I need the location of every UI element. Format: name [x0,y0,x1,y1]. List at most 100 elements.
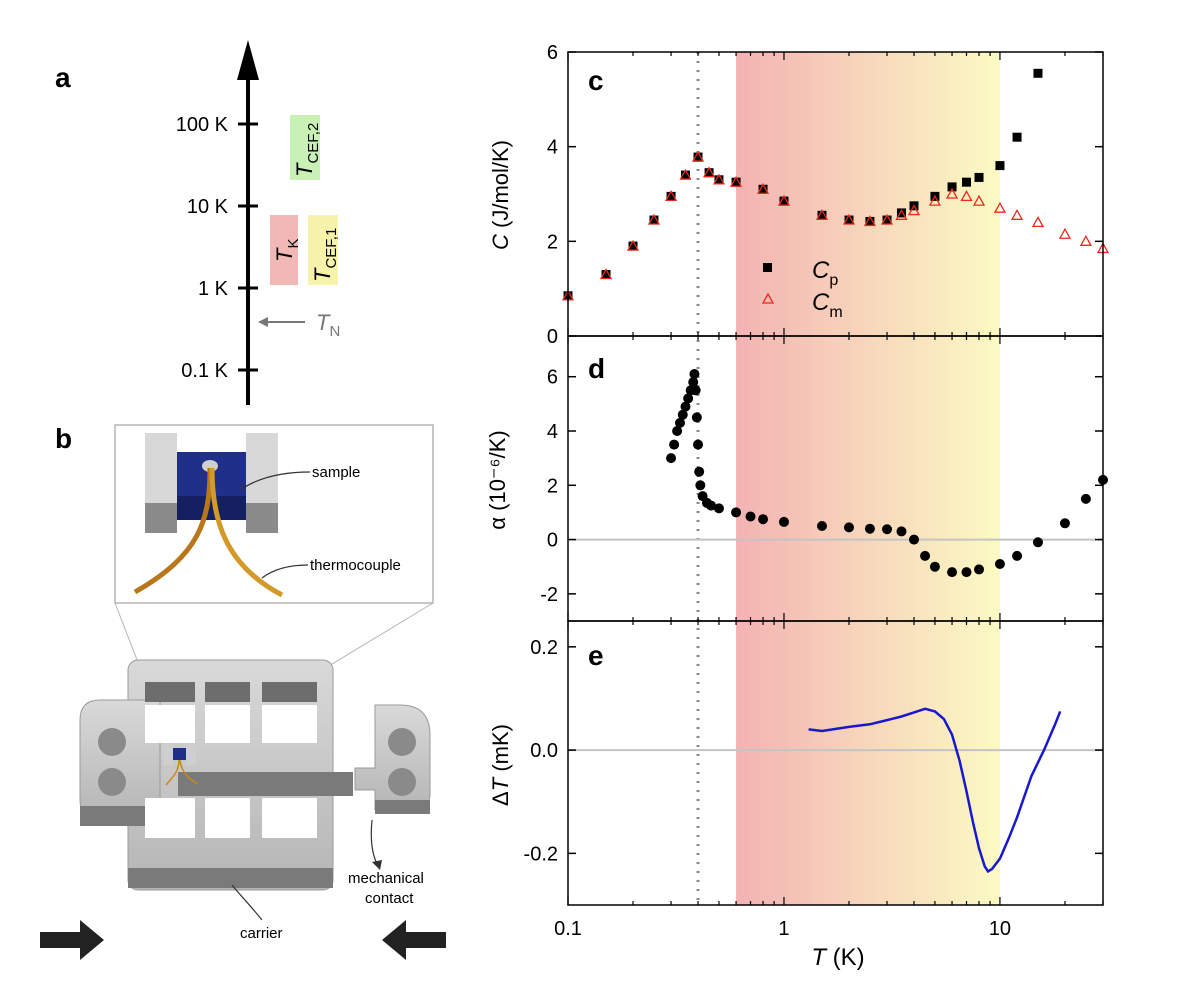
point-Cm [815,208,829,220]
ylabel-e: ΔT (mK) [488,724,513,806]
slot [178,772,353,796]
point-Cm [1031,216,1045,228]
point-Cm [842,213,856,225]
ytick-label-c: 0 [547,326,558,348]
xtick-label: 10 [989,918,1011,940]
point-alpha [688,377,699,388]
point-Cm [729,175,743,187]
holder-right-face [246,503,278,533]
point-alpha [731,507,742,518]
point-Cp [961,177,971,187]
point-Cp [666,191,676,201]
point-Cp [947,182,957,192]
series-dT-line [808,707,1062,874]
ytick-label-e: 0.0 [530,740,558,762]
thermocouple-leader [261,564,309,579]
thermocouple-wire-right [209,467,284,598]
carrier-label: carrier [240,925,283,942]
point-alpha [669,439,680,450]
point-Cp [628,241,638,251]
ytick-label-d: 0 [547,530,558,552]
point-Cp [731,177,741,187]
point-Cm [1010,208,1024,220]
contact-label-1: mechanical [348,870,424,887]
legend-cm-marker [761,292,775,304]
point-Cp [714,175,724,185]
legend-cp-label: Cp [812,257,838,289]
mini-thermocouple [165,759,199,786]
ytick-label-e: 0.2 [530,637,558,659]
scale-arrow-icon [237,40,259,80]
ylabel-c: C (J/mol/K) [488,140,513,250]
point-alpha [695,480,706,491]
tcef2-label: TCEF,2 [292,123,322,177]
mechanical-contact-piece [354,704,431,814]
point-Cm [972,194,986,206]
point-alpha [974,564,985,575]
ytick-label-d: 2 [547,475,558,497]
contact-leader-arrow-icon [372,860,382,870]
scale-label-0.1K: 0.1 K [181,360,228,382]
point-Cm [863,215,877,227]
ytick-label-d: -2 [540,584,558,606]
window-2 [205,682,250,702]
mini-holder-right [186,745,196,765]
point-alpha [817,521,828,531]
point-alpha [1032,537,1043,548]
plots-area: 0 2 4 6 -2 0 2 4 6 -0.2 0.0 0.2 0.1 1 10 c d e Cp Cm… [485,42,1110,971]
tcef2-box [290,115,320,180]
point-alpha [994,559,1005,569]
point-alpha [1012,550,1023,561]
point-alpha [896,526,907,537]
tk-label: TK [272,239,302,262]
hole-4 [388,768,416,796]
tcef1-label: TCEF,1 [310,228,340,282]
point-alpha [843,522,854,533]
window-2b [205,705,250,743]
tk-box [270,215,298,285]
point-alpha [690,385,701,396]
window-1 [145,682,195,702]
point-Cm [880,213,894,225]
panel-label-b: b [55,423,72,454]
point-alpha [677,409,688,420]
scale-label-10K: 10 K [187,196,229,218]
ytick-label-c: 6 [547,42,558,64]
carrier-frame [79,659,353,891]
device-diagram: sample thermocouple [40,424,446,960]
contact-block [354,704,431,811]
carrier-leader [231,884,263,921]
point-Cm [777,194,791,206]
point-Cp [817,210,827,220]
point-Cm [907,204,921,216]
mini-holder-left [163,745,173,765]
point-Cp [693,152,703,162]
point-alpha [778,516,789,527]
point-Cp [704,168,714,178]
ytick-label-c: 2 [547,231,558,253]
force-arrow-right-icon [40,920,104,960]
xlabel: T (K) [811,944,864,971]
point-Cm [664,190,678,202]
ytick-label-d: 6 [547,367,558,389]
point-alpha [694,466,705,477]
point-alpha [713,503,724,514]
point-Cp [865,216,875,226]
temperature-scale: 100 K 10 K 1 K 0.1 K TN TK TCEF,1 TCEF,2 [176,40,340,405]
thermocouple-wire-left [133,467,213,595]
point-alpha [1059,518,1070,529]
point-Cp [995,161,1005,171]
sample-label: sample [312,464,360,481]
scale-label-1K: 1 K [198,278,229,300]
point-Cm [993,201,1007,213]
ytick-label-d: 4 [547,421,558,443]
point-Cp [681,170,691,180]
point-Cp [974,172,984,182]
point-Cm [1079,234,1093,246]
point-Cm [647,213,661,225]
tn-arrow-icon [258,317,268,327]
point-Cp [896,208,906,218]
point-Cp [649,215,659,225]
point-Cm [712,173,726,185]
